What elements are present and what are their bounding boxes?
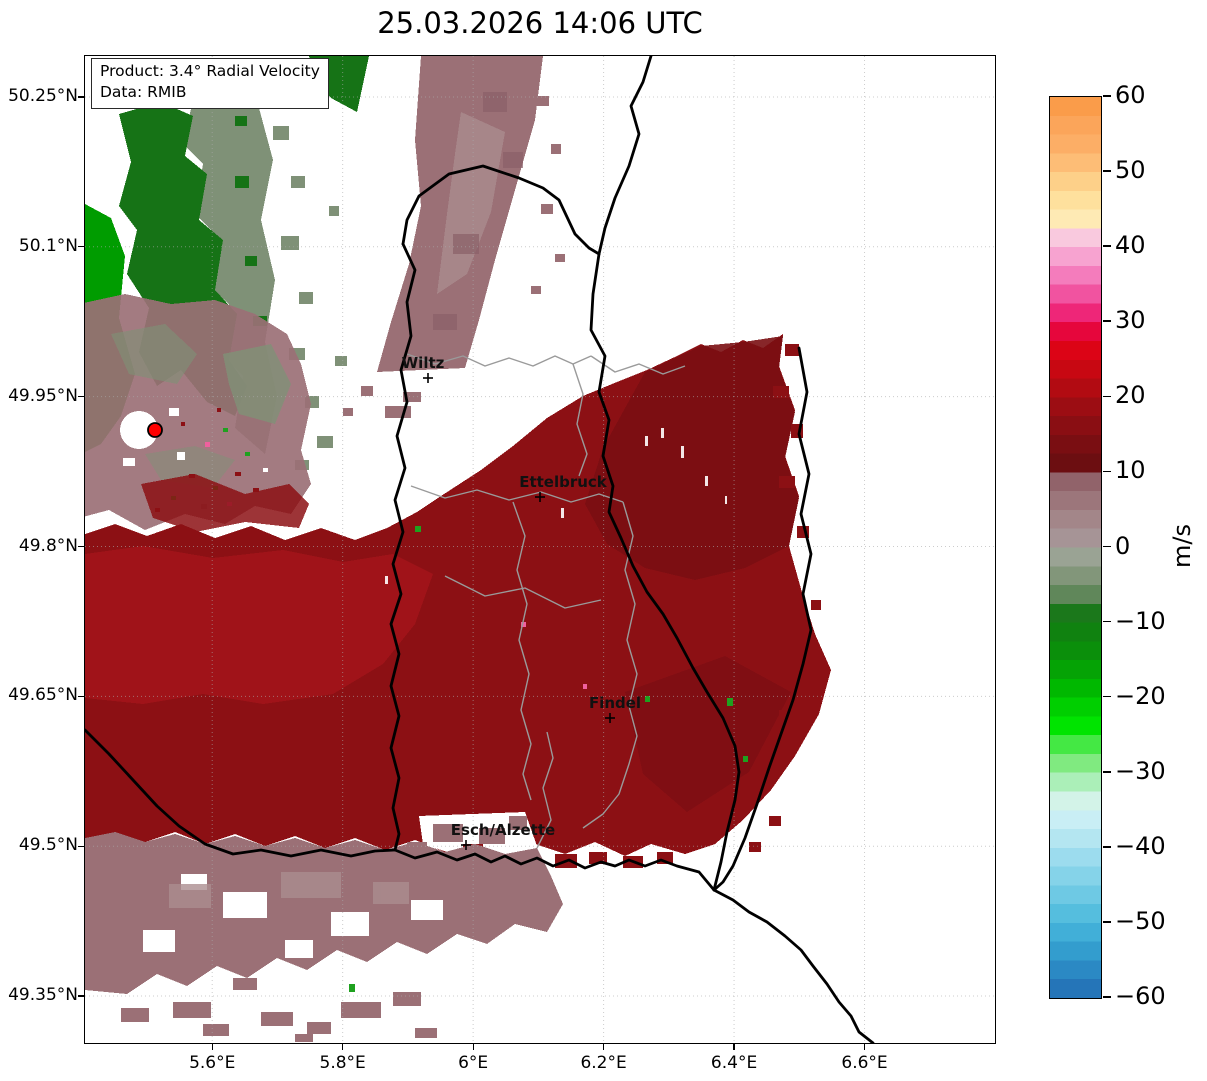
colorbar-tick — [1103, 245, 1111, 247]
red-east-blocks — [749, 344, 821, 852]
x-axis-tick — [603, 1044, 605, 1050]
y-tick-label: 49.35°N — [8, 985, 78, 1006]
colorbar-tick — [1103, 846, 1111, 848]
radar-site-marker — [147, 422, 163, 438]
city-marker — [461, 840, 471, 850]
south-scatter — [121, 978, 437, 1042]
district-borders — [406, 353, 686, 849]
colorbar — [1049, 96, 1102, 999]
y-axis-tick — [78, 545, 84, 548]
city-marker — [535, 492, 545, 502]
colorbar-tick — [1103, 770, 1111, 773]
colorbar-tick-label: −50 — [1115, 906, 1166, 935]
colorbar-tick-label: −20 — [1115, 681, 1166, 710]
y-axis-tick — [78, 995, 84, 997]
x-tick-label: 6°E — [458, 1053, 489, 1073]
y-tick-label: 49.65°N — [8, 685, 78, 706]
border-be-de — [597, 56, 653, 256]
x-tick-label: 6.6°E — [841, 1053, 888, 1073]
x-axis-tick — [211, 1044, 213, 1050]
y-axis-tick — [78, 396, 84, 398]
colorbar-tick — [1103, 996, 1111, 998]
colorbar-tick — [1103, 395, 1111, 398]
city-label: Wiltz — [401, 354, 445, 372]
colorbar-tick — [1103, 921, 1111, 923]
border-lux-west — [389, 242, 417, 852]
radar-map — [85, 56, 995, 1043]
colorbar-tick-label: 60 — [1115, 81, 1146, 109]
plot-title: 25.03.2026 14:06 UTC — [377, 6, 703, 40]
colorbar-tick — [1103, 620, 1111, 623]
city-markers — [423, 373, 615, 850]
region-red-dark-ne — [585, 336, 799, 580]
data-source-label: Data: RMIB — [100, 83, 187, 102]
x-tick-label: 6.4°E — [710, 1053, 758, 1073]
colorbar-tick-label: 10 — [1115, 456, 1146, 485]
border-lux-east — [589, 252, 741, 892]
colorbar-tick-label: 50 — [1115, 156, 1146, 185]
colorbar-tick — [1103, 170, 1111, 172]
colorbar-tick — [1103, 545, 1111, 548]
colorbar-tick — [1103, 470, 1111, 473]
mauve-speckles — [343, 96, 655, 534]
colorbar-tick-label: −60 — [1115, 982, 1166, 1010]
city-marker — [605, 713, 615, 723]
city-label: Esch/Alzette — [450, 821, 556, 839]
y-axis-tick — [78, 246, 84, 248]
border-lux-north — [401, 164, 601, 256]
y-tick-label: 49.95°N — [8, 385, 78, 406]
colorbar-tick-label: 20 — [1115, 381, 1146, 410]
border-de-inner — [712, 346, 813, 892]
grid-lines — [85, 56, 995, 1043]
country-borders — [85, 56, 875, 1043]
x-axis-tick — [472, 1044, 474, 1050]
city-marker — [423, 373, 433, 383]
velocity-field — [85, 56, 831, 1042]
y-tick-label: 50.1°N — [18, 235, 78, 256]
y-tick-label: 50.25°N — [8, 85, 78, 106]
y-axis-tick — [78, 96, 84, 98]
x-axis-tick — [733, 1044, 735, 1050]
x-axis-tick — [342, 1044, 344, 1050]
colorbar-tick-label: −10 — [1115, 606, 1166, 635]
x-tick-label: 5.6°E — [189, 1053, 236, 1073]
colorbar-tick-label: 40 — [1115, 231, 1146, 260]
map-plot-area: Product: 3.4° Radial Velocity Data: RMIB… — [84, 55, 996, 1044]
colorbar-tick-label: 0 — [1115, 531, 1131, 560]
colorbar-tick — [1103, 695, 1111, 698]
border-lux-south — [393, 848, 716, 892]
region-mauve-south — [85, 832, 563, 994]
x-tick-label: 5.8°E — [319, 1053, 366, 1073]
colorbar-tick-label: −40 — [1115, 831, 1166, 860]
x-axis-tick — [863, 1044, 866, 1050]
colorbar-unit-label: m/s — [1168, 524, 1196, 568]
colorbar-tick — [1103, 320, 1111, 323]
y-axis-tick — [78, 845, 84, 847]
x-tick-label: 6.2°E — [580, 1053, 627, 1073]
colorbar-tick — [1103, 95, 1111, 97]
city-label: Findel — [588, 694, 642, 712]
product-info-box: Product: 3.4° Radial Velocity Data: RMIB — [91, 58, 329, 109]
y-tick-label: 49.8°N — [18, 535, 78, 556]
region-red-crimson-sw — [85, 546, 433, 704]
y-tick-label: 49.5°N — [18, 835, 78, 856]
product-label: Product: 3.4° Radial Velocity — [100, 62, 320, 80]
colorbar-tick-label: −30 — [1115, 756, 1166, 785]
colorbar-tick-label: 30 — [1115, 306, 1146, 335]
border-fr-de — [712, 888, 875, 1043]
city-label: Ettelbruck — [519, 473, 607, 491]
border-be-fr — [85, 728, 397, 858]
y-axis-tick — [78, 695, 84, 697]
white-slashes — [385, 428, 727, 584]
